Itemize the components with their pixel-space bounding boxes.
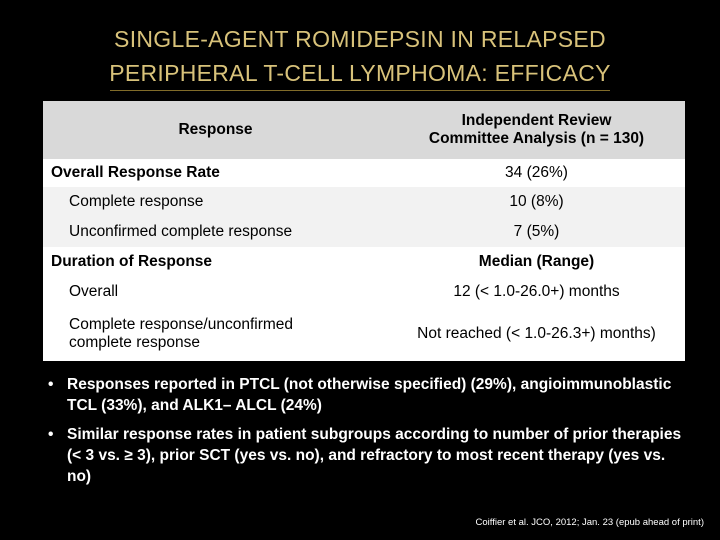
row-label: Overall (69, 283, 119, 300)
table-row: Overall Response Rate 34 (26%) (43, 159, 685, 187)
table-row: Complete response 10 (8%) (43, 187, 685, 217)
row-label: Overall Response Rate (51, 164, 220, 181)
table-row: Complete response/unconfirmed complete r… (43, 307, 685, 361)
table-row: Duration of Response Median (Range) (43, 247, 685, 277)
row-label-line-1: Complete response/unconfirmed (69, 316, 294, 333)
title-divider (110, 90, 610, 91)
bullet-list: • Responses reported in PTCL (not otherw… (48, 374, 688, 495)
row-label-line-2: complete response (69, 334, 200, 351)
row-label: Duration of Response (51, 253, 213, 270)
bullet-text: Similar response rates in patient subgro… (67, 426, 682, 485)
table-row: Unconfirmed complete response 7 (5%) (43, 217, 685, 247)
bullet-text: Responses reported in PTCL (not otherwis… (67, 376, 672, 414)
row-value: Median (Range) (478, 253, 595, 270)
slide-title-line-2: PERIPHERAL T-CELL LYMPHOMA: EFFICACY (109, 60, 611, 86)
row-value: 12 (< 1.0-26.0+) months (453, 283, 620, 300)
row-value: Not reached (< 1.0-26.3+) months) (417, 325, 656, 342)
row-label: Complete response/unconfirmed complete r… (43, 307, 388, 361)
table-row: Overall 12 (< 1.0-26.0+) months (43, 277, 685, 307)
bullet-dot-icon: • (48, 426, 54, 443)
bullet-dot-icon: • (48, 376, 54, 393)
slide-title-line-1: SINGLE-AGENT ROMIDEPSIN IN RELAPSED (114, 26, 606, 52)
header-col2-line-1: Independent Review (461, 112, 612, 129)
header-independent-review: Independent Review Committee Analysis (n… (388, 101, 685, 159)
bullet-item: • Similar response rates in patient subg… (48, 424, 688, 487)
row-label: Unconfirmed complete response (69, 223, 293, 240)
slide-title: SINGLE-AGENT ROMIDEPSIN IN RELAPSED PERI… (0, 22, 720, 90)
bullet-item: • Responses reported in PTCL (not otherw… (48, 374, 688, 416)
row-value: 10 (8%) (509, 193, 564, 210)
efficacy-table: Response Independent Review Committee An… (43, 101, 685, 361)
row-value: 34 (26%) (505, 164, 568, 181)
row-value: 7 (5%) (513, 223, 560, 240)
citation: Coiffier et al. JCO, 2012; Jan. 23 (epub… (475, 517, 705, 528)
header-response: Response (178, 121, 253, 138)
row-label: Complete response (69, 193, 204, 210)
header-col2-line-2: Committee Analysis (n = 130) (428, 130, 645, 147)
table-header-row: Response Independent Review Committee An… (43, 101, 685, 159)
